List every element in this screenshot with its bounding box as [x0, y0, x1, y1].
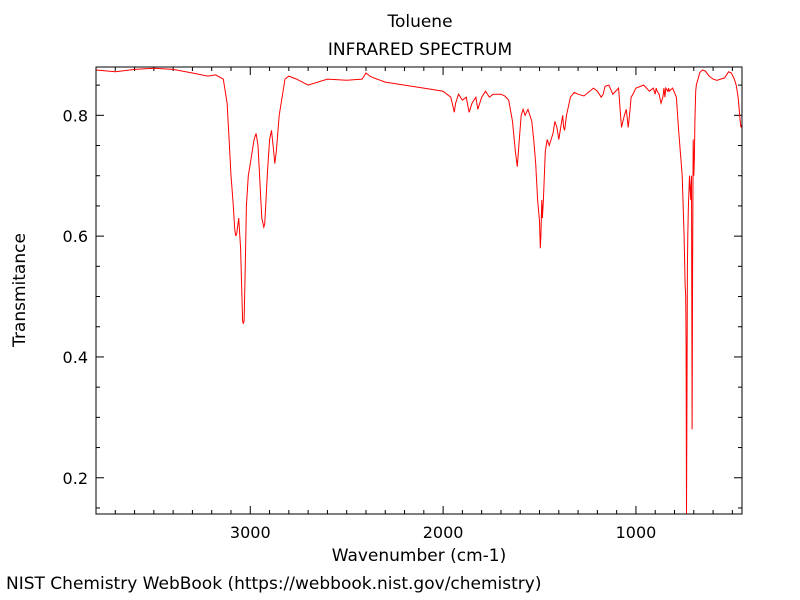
x-tick-label: 2000	[423, 523, 464, 542]
x-axis-label: Wavenumber (cm-1)	[332, 546, 507, 566]
source-footer: NIST Chemistry WebBook (https://webbook.…	[6, 574, 542, 594]
x-tick-label: 1000	[616, 523, 657, 542]
y-tick-label: 0.2	[63, 469, 88, 488]
spectrum-line	[95, 67, 743, 515]
x-tick-label: 3000	[230, 523, 271, 542]
y-tick-label: 0.6	[63, 227, 88, 246]
x-axis-ticks: 3000 2000 1000	[230, 67, 656, 542]
x-minor-ticks	[114, 67, 733, 514]
chart-title: Toluene	[387, 12, 453, 32]
y-minor-ticks	[96, 84, 742, 509]
y-tick-label: 0.4	[63, 348, 88, 367]
chart-subtitle: INFRARED SPECTRUM	[327, 40, 513, 60]
y-tick-label: 0.8	[63, 106, 88, 125]
plot-frame	[95, 66, 743, 515]
y-axis-ticks: 0.2 0.4 0.6 0.8	[63, 106, 742, 488]
y-axis-label: Transmitance	[10, 233, 30, 348]
